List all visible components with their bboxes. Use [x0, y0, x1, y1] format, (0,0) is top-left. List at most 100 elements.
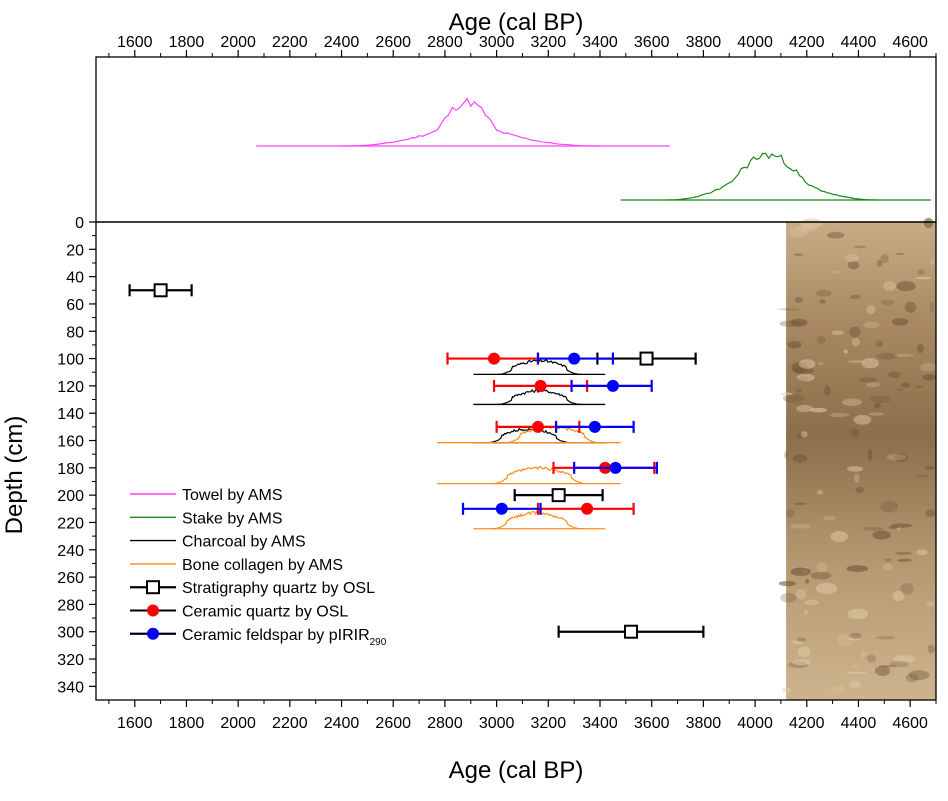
- top-x-tick-label: 1600: [117, 34, 153, 51]
- x-tick-label: 2600: [375, 715, 411, 732]
- soil-texture-mark: [920, 362, 937, 372]
- soil-texture-mark: [890, 523, 913, 528]
- soil-texture-mark: [829, 412, 850, 418]
- data-points: [128, 283, 705, 639]
- soil-texture-mark: [853, 245, 867, 249]
- y-tick-label: 340: [57, 679, 84, 696]
- soil-texture-mark: [865, 382, 881, 387]
- top-x-tick-label: 2400: [324, 34, 360, 51]
- soil-texture-mark: [875, 340, 883, 348]
- top-x-tick-label: 3800: [686, 34, 722, 51]
- soil-texture-mark: [778, 580, 797, 587]
- soil-texture-mark: [788, 226, 808, 238]
- distribution-curve: [486, 427, 572, 444]
- soil-texture-mark: [796, 373, 815, 382]
- soil-texture-mark: [790, 567, 812, 576]
- soil-texture-mark: [875, 353, 898, 360]
- top-panel-frame: [95, 56, 937, 223]
- soil-texture-mark: [804, 610, 809, 615]
- axis-ticks: 1600160018001800200020002200220024002400…: [57, 34, 937, 732]
- soil-texture-mark: [793, 502, 807, 506]
- soil-texture-mark: [798, 359, 816, 369]
- soil-texture-mark: [830, 685, 846, 693]
- soil-texture-mark: [861, 358, 880, 369]
- legend-label: Towel by AMS: [182, 487, 282, 504]
- soil-texture-mark: [804, 579, 810, 584]
- soil-texture-mark: [853, 414, 872, 425]
- soil-texture-mark: [824, 384, 831, 397]
- x-tick-label: 4400: [841, 715, 877, 732]
- ceramic-quartz-dot: [534, 379, 547, 392]
- soil-texture-mark: [882, 563, 894, 571]
- x-tick-label: 2000: [220, 715, 256, 732]
- soil-texture-mark: [847, 260, 860, 270]
- soil-texture-mark: [900, 582, 914, 595]
- soil-texture-mark: [884, 558, 893, 562]
- y-tick-label: 120: [57, 379, 84, 396]
- distribution-curve: [496, 388, 582, 405]
- top-x-tick-label: 4200: [789, 34, 825, 51]
- soil-texture-mark: [847, 360, 866, 364]
- soil-texture-mark: [843, 349, 848, 354]
- top-x-tick-label: 2800: [427, 34, 463, 51]
- x-tick-label: 2200: [272, 715, 308, 732]
- soil-photo-inset: [777, 217, 937, 700]
- soil-texture-mark: [800, 431, 808, 438]
- soil-texture-mark: [790, 318, 808, 327]
- soil-texture-mark: [787, 341, 802, 349]
- soil-texture-mark: [782, 394, 805, 403]
- soil-texture-mark: [917, 269, 926, 276]
- y-tick-label: 60: [66, 297, 84, 314]
- soil-texture-mark: [795, 404, 814, 413]
- soil-texture-mark: [893, 353, 915, 357]
- soil-texture-mark: [830, 531, 849, 543]
- x-tick-label: 2800: [427, 715, 463, 732]
- soil-texture-mark: [792, 639, 804, 645]
- top-x-tick-label: 2600: [375, 34, 411, 51]
- soil-texture-mark: [852, 664, 858, 667]
- y-tick-label: 0: [75, 215, 84, 232]
- soil-texture-mark: [901, 382, 910, 388]
- top-x-tick-label: 3200: [531, 34, 567, 51]
- soil-texture-mark: [853, 473, 860, 483]
- soil-texture-mark: [889, 660, 909, 668]
- soil-texture-mark: [855, 486, 864, 494]
- soil-texture-mark: [779, 320, 801, 327]
- soil-texture-mark: [897, 388, 904, 392]
- soil-texture-mark: [879, 500, 899, 513]
- soil-texture-mark: [837, 634, 854, 646]
- soil-texture-mark: [862, 526, 884, 531]
- soil-texture-mark: [922, 374, 936, 381]
- soil-texture-mark: [817, 490, 824, 495]
- y-tick-label: 100: [57, 352, 84, 369]
- soil-texture-mark: [924, 465, 936, 470]
- soil-texture-mark: [926, 601, 935, 607]
- soil-texture-mark: [847, 466, 864, 472]
- legend-label: Stratigraphy quartz by OSL: [182, 580, 375, 597]
- x-tick-label: 1600: [117, 715, 153, 732]
- osl-square-marker: [551, 488, 566, 503]
- x-tick-label: 3600: [634, 715, 670, 732]
- soil-texture-mark: [874, 402, 881, 409]
- soil-texture-mark: [846, 671, 867, 674]
- soil-texture-mark: [785, 508, 795, 518]
- soil-texture-mark: [810, 571, 832, 580]
- soil-texture-mark: [848, 632, 862, 639]
- y-tick-label: 160: [57, 434, 84, 451]
- soil-texture-mark: [916, 474, 929, 478]
- y-axis-title: Depth (cm): [1, 416, 28, 535]
- ceramic-feldspar-dot: [588, 420, 601, 433]
- soil-texture-mark: [917, 343, 924, 353]
- soil-texture-mark: [925, 509, 936, 517]
- soil-texture-mark: [915, 385, 924, 388]
- soil-texture-mark: [929, 258, 935, 265]
- soil-texture-mark: [930, 301, 935, 312]
- soil-texture-mark: [883, 280, 897, 291]
- main-panel-frame: [95, 221, 937, 701]
- soil-texture-mark: [780, 592, 797, 603]
- ceramic-feldspar-dot: [495, 502, 508, 515]
- top-x-tick-label: 3400: [582, 34, 618, 51]
- ceramic-quartz-dot: [488, 352, 501, 365]
- osl-square-marker: [639, 351, 654, 366]
- distribution-curve: [491, 510, 582, 530]
